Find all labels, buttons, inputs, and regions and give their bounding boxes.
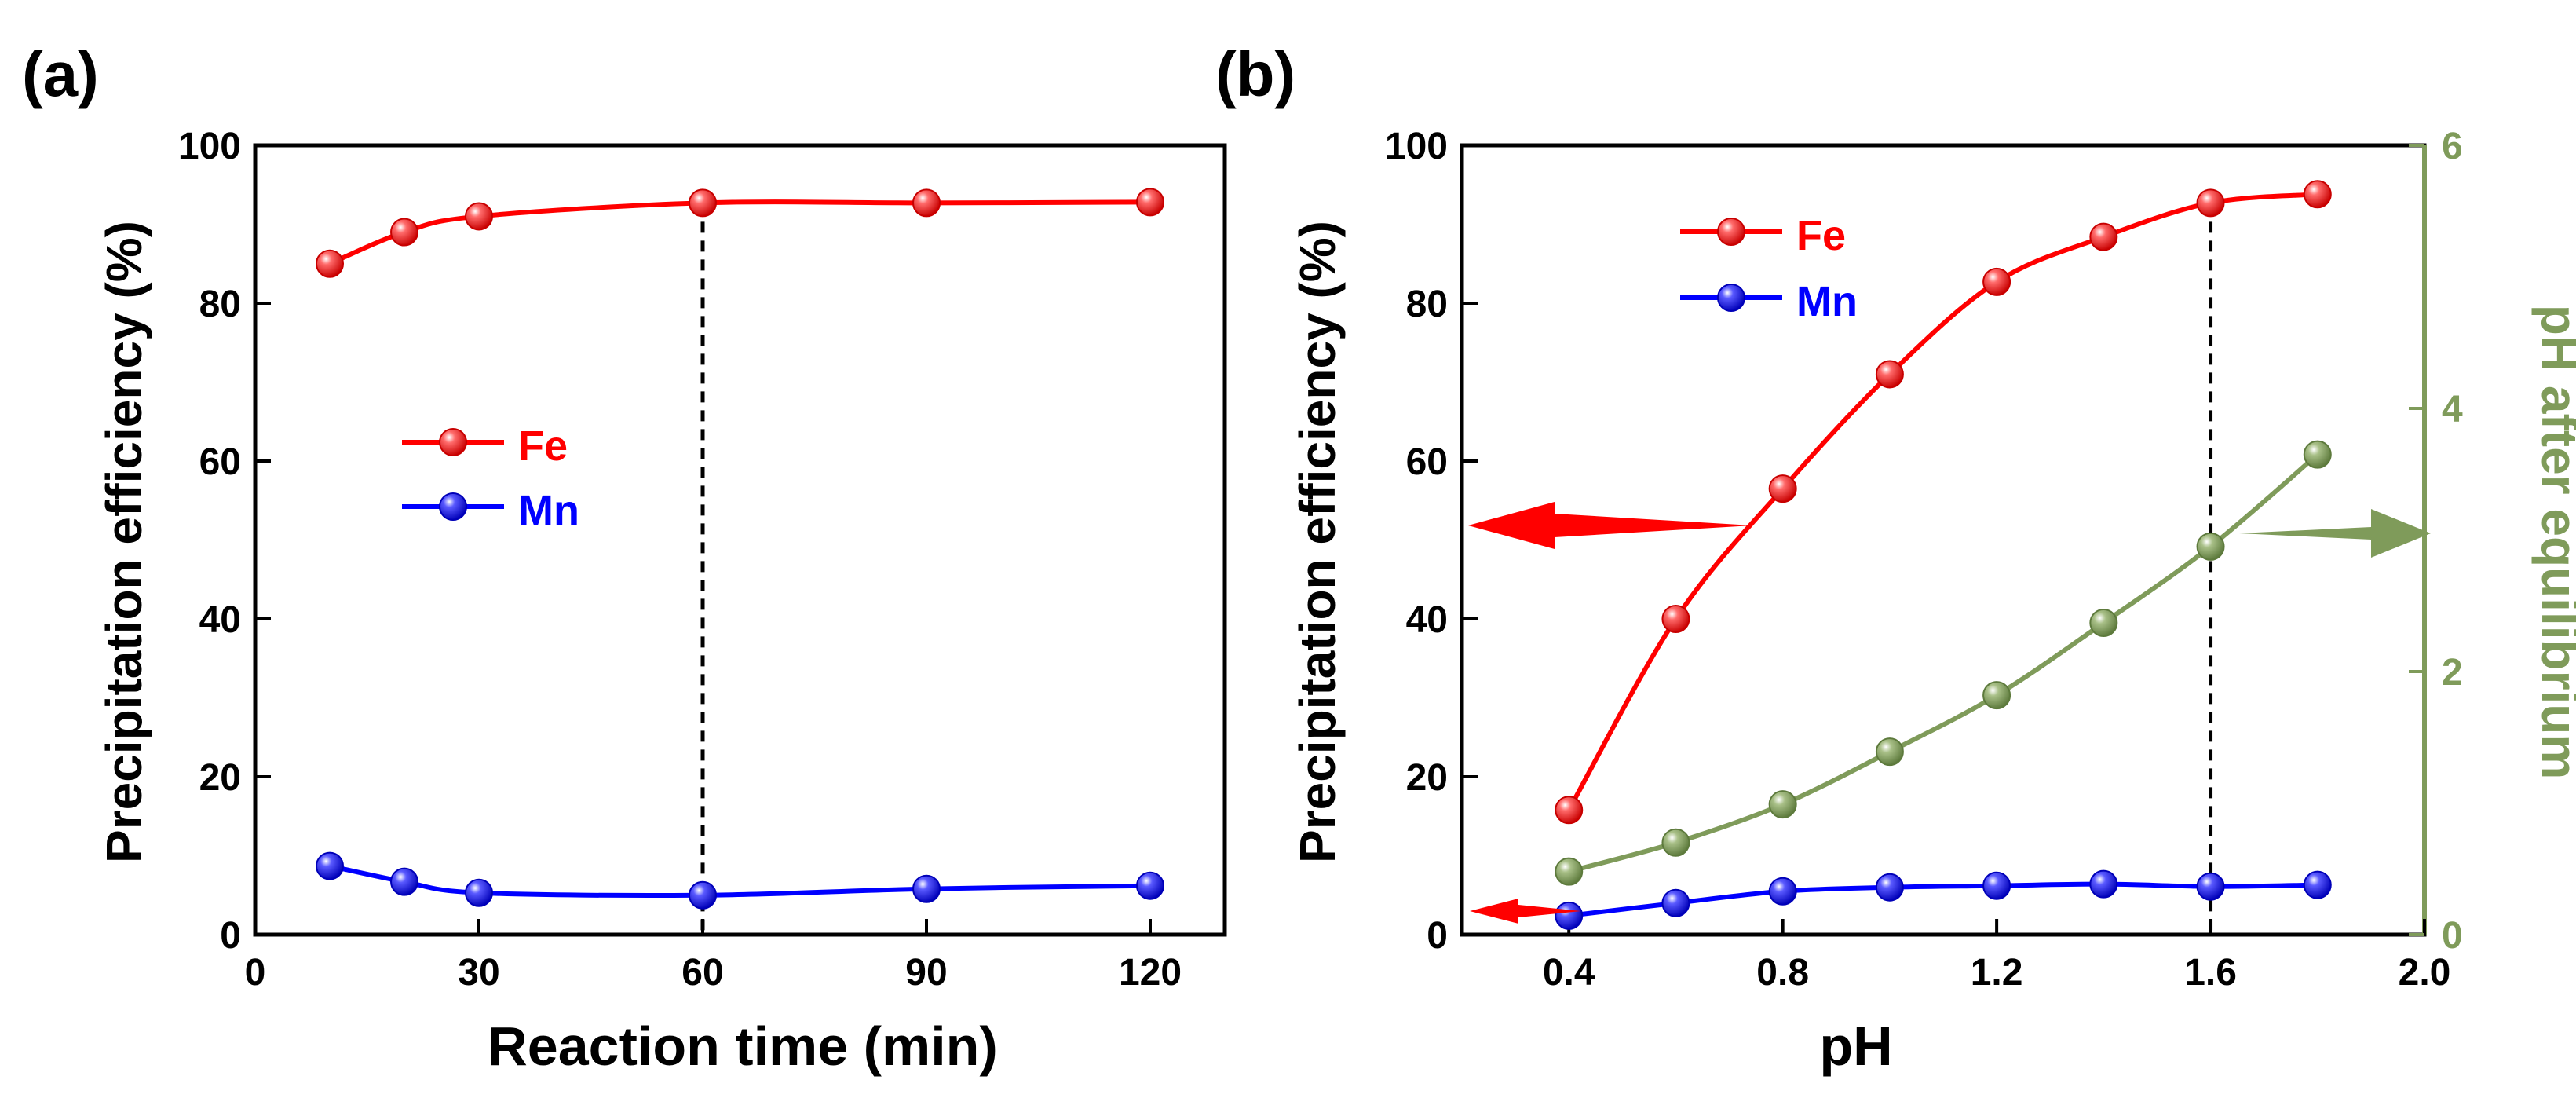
fe-point (2196, 188, 2225, 218)
series-2-point (2196, 532, 2225, 561)
fe-point (2303, 180, 2332, 209)
fe-point (316, 249, 344, 278)
mn-point (912, 874, 941, 903)
x-tick-label: 60 (681, 952, 723, 994)
x-tick-label: 90 (905, 952, 947, 994)
y-tick-label: 20 (1406, 757, 1448, 799)
mn-point (689, 880, 717, 910)
legend-mn-marker (1717, 284, 1745, 312)
y2-tick-label: 4 (2442, 389, 2463, 430)
legend-fe-label: Fe (1796, 212, 1846, 259)
x-tick-label: 120 (1119, 952, 1182, 994)
fe-point (1982, 267, 2011, 296)
mn-point (2303, 870, 2332, 899)
legend-mn-label: Mn (518, 487, 579, 534)
x-tick-label: 0 (245, 952, 266, 994)
x-tick-label: 0.8 (1756, 952, 1809, 994)
mn-point (1661, 888, 1690, 917)
series-2-point (2303, 440, 2332, 469)
y-tick-label: 100 (1385, 126, 1448, 167)
plot-frame (1460, 143, 2427, 937)
mn-point (2089, 869, 2118, 899)
y-tick-label: 100 (178, 126, 241, 167)
x-tick-label: 2.0 (2399, 952, 2451, 994)
plot-frame (253, 143, 1227, 937)
legend-mn-marker (439, 492, 467, 521)
mn-point (1875, 873, 1904, 902)
fe-point (689, 188, 717, 218)
legend-fe-marker (1717, 218, 1745, 246)
fe-line (328, 199, 1151, 266)
x-tick-label: 1.2 (1971, 952, 2023, 994)
fe-point (1875, 360, 1904, 389)
legend-fe-marker (439, 428, 467, 456)
y-tick-label: 80 (199, 284, 241, 325)
panel-b-legend: Fe Mn (1680, 212, 1858, 325)
fe-point (390, 218, 418, 247)
left-axis-arrow-red (1468, 502, 1752, 549)
mn-point (1136, 871, 1164, 900)
panel-a-plot-area: 0 30 60 90 120 0 20 40 60 80 100 (178, 126, 1227, 994)
y2-tick-label: 2 (2442, 652, 2463, 694)
panel-b-y-axis-title: Precipitation efficiency (%) (1289, 221, 1346, 863)
y2-tick-label: 6 (2442, 126, 2463, 167)
mn-line (329, 863, 1151, 899)
series-2-point (1982, 681, 2011, 710)
series-2-line (1568, 452, 2319, 874)
series-2-point (1555, 857, 1584, 886)
panel-b-label: (b) (1215, 39, 1295, 109)
x-tick-label: 1.6 (2184, 952, 2237, 994)
panel-a-y-axis-title: Precipitation efficiency (%) (96, 221, 152, 863)
left-axis-arrow-red-small (1470, 899, 1581, 924)
fe-point (465, 202, 493, 231)
fe-point (1136, 188, 1164, 217)
panel-a-x-axis-title: Reaction time (min) (488, 1016, 998, 1077)
fe-point (912, 188, 941, 218)
mn-point (465, 878, 493, 907)
series-2-point (2089, 609, 2118, 638)
panel-b-y2-axis-title: pH after equilibrium (2531, 305, 2576, 780)
mn-point (1555, 901, 1584, 930)
series-2-point (1768, 790, 1797, 819)
y-tick-label: 0 (1427, 915, 1448, 957)
fe-point (2089, 222, 2118, 251)
y-tick-label: 20 (199, 757, 241, 799)
mn-point (390, 867, 418, 896)
panel-b-x-axis-title: pH (1819, 1016, 1892, 1077)
panel-a-label: (a) (22, 39, 99, 109)
fe-point (1661, 605, 1690, 633)
legend-fe-label: Fe (518, 423, 568, 470)
y-tick-label: 40 (1406, 599, 1448, 641)
series-2-point (1875, 737, 1904, 767)
mn-point (2196, 872, 2225, 901)
panel-a: (a) Reaction time (min) Precipitation ef… (22, 39, 1227, 1077)
y2-tick-label: 0 (2442, 915, 2463, 957)
mn-point (1768, 877, 1797, 906)
fe-line (1566, 192, 2318, 811)
right-axis-arrow-green (2239, 509, 2431, 558)
panel-a-legend: Fe Mn (402, 423, 579, 534)
series-2-point (1661, 828, 1690, 857)
y-tick-label: 80 (1406, 284, 1448, 325)
mn-point (1982, 871, 2011, 900)
y-tick-label: 60 (199, 441, 241, 483)
x-tick-label: 0.4 (1543, 952, 1595, 994)
fe-point (1555, 796, 1584, 825)
y-tick-label: 40 (199, 599, 241, 641)
x-tick-label: 30 (458, 952, 499, 994)
legend-mn-label: Mn (1796, 278, 1858, 325)
panel-b: (b) pH Precipitation efficiency (%) pH a… (1215, 39, 2576, 1077)
mn-point (316, 851, 344, 880)
y-tick-label: 0 (220, 915, 241, 957)
y-tick-label: 60 (1406, 441, 1448, 483)
fe-point (1768, 474, 1797, 503)
